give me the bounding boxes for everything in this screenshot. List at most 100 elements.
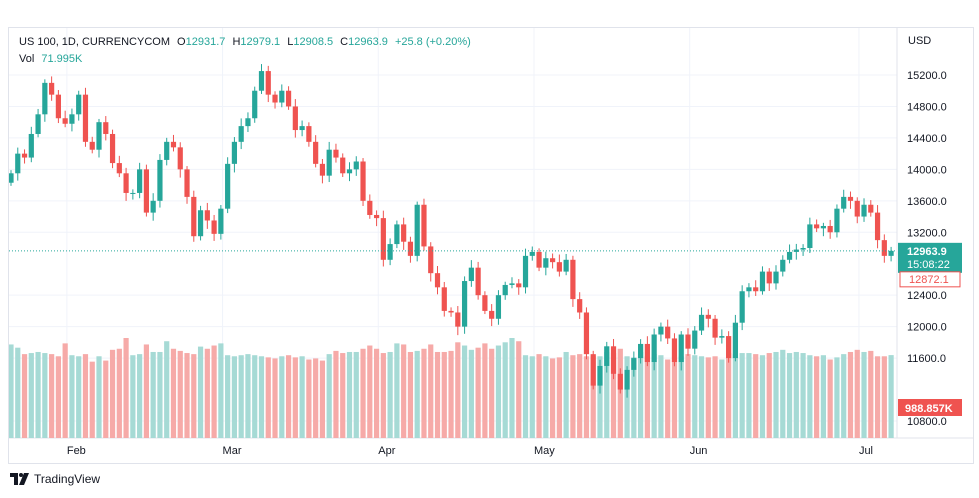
low-value: 12908.5 xyxy=(293,36,334,48)
candle-body xyxy=(164,141,170,160)
volume-legend: Vol 71.995K xyxy=(19,53,86,65)
candle-body xyxy=(475,267,481,296)
volume-bar xyxy=(746,353,752,438)
volume-bar xyxy=(367,345,373,438)
volume-bar xyxy=(441,351,447,438)
candle-body xyxy=(15,153,21,174)
candle-body xyxy=(9,173,14,183)
candle-body xyxy=(604,346,610,366)
candle-body xyxy=(468,267,474,282)
candle-body xyxy=(556,262,562,272)
footer-brand[interactable]: TradingView xyxy=(10,472,100,486)
close-value: 12963.9 xyxy=(348,36,388,48)
volume-bar xyxy=(285,355,292,438)
candle-body xyxy=(326,149,332,176)
y-tick-label: 12400.0 xyxy=(907,290,947,302)
candle-body xyxy=(76,94,82,115)
candle-body xyxy=(550,258,556,263)
x-tick-label: May xyxy=(534,445,555,457)
candle-body xyxy=(807,224,813,248)
candle-body xyxy=(495,295,502,319)
volume-label: Vol xyxy=(19,53,35,65)
candle-body xyxy=(705,314,711,319)
volume-bar xyxy=(448,350,454,438)
candle-body xyxy=(854,200,860,217)
volume-bar xyxy=(279,356,285,438)
candle-body xyxy=(759,271,766,292)
candle-body xyxy=(543,258,549,268)
volume-bar xyxy=(55,356,61,438)
volume-bar xyxy=(550,358,556,438)
volume-bar xyxy=(482,343,488,438)
volume-bar xyxy=(231,356,238,438)
volume-bar xyxy=(881,356,887,438)
candle-body xyxy=(109,133,116,164)
volume-bar xyxy=(170,348,177,438)
high-label: H xyxy=(232,36,241,48)
volume-bar xyxy=(820,355,826,438)
volume-bar xyxy=(529,356,535,438)
last-price-badge xyxy=(898,242,962,273)
candle-body xyxy=(820,225,826,229)
volume-bar xyxy=(401,344,407,438)
candle-body xyxy=(671,338,678,363)
volume-bar xyxy=(793,351,799,438)
candle-body xyxy=(861,204,867,217)
candle-body xyxy=(719,336,725,338)
candle-body xyxy=(800,248,806,250)
y-tick-label: 13600.0 xyxy=(907,196,947,208)
candle-body xyxy=(333,149,339,158)
candle-body xyxy=(489,310,495,319)
candle-body xyxy=(428,246,434,274)
volume-bar xyxy=(522,355,529,438)
volume-bar xyxy=(678,356,684,438)
volume-bar xyxy=(103,360,109,438)
volume-bar xyxy=(299,356,305,438)
candle-body xyxy=(407,241,414,256)
volume-bar xyxy=(692,355,698,438)
candle-body xyxy=(360,161,366,201)
candle-body xyxy=(732,322,738,359)
candle-body xyxy=(685,334,691,349)
volume-bar xyxy=(495,345,502,438)
candle-body xyxy=(373,214,380,219)
volume-bar xyxy=(42,353,48,438)
candle-body xyxy=(617,373,623,390)
volume-bar xyxy=(177,350,183,438)
volume-bar xyxy=(258,356,265,438)
candlestick-chart[interactable]: 15200.0 14800.0 14400.0 14000.0 13600.0 13200… xyxy=(9,28,973,463)
candle-body xyxy=(414,204,420,256)
candle-body xyxy=(252,90,258,119)
volume-bar xyxy=(489,348,495,438)
volume-bar xyxy=(62,343,68,438)
volume-bar xyxy=(827,359,833,438)
volume-bar xyxy=(414,350,420,438)
chart-frame: 15200.0 14800.0 14400.0 14000.0 13600.0 13200… xyxy=(8,27,974,464)
volume-bar xyxy=(638,351,644,438)
candle-body xyxy=(712,318,718,338)
volume-bar xyxy=(502,342,508,438)
volume-bar xyxy=(556,357,562,438)
candle-body xyxy=(726,336,732,359)
candle-body xyxy=(638,343,644,359)
volume-bar xyxy=(197,346,204,438)
volume-bar xyxy=(28,353,34,438)
y-tick-label: 14800.0 xyxy=(907,101,947,113)
candle-body xyxy=(455,312,461,327)
candle-body xyxy=(583,312,590,355)
candle-body xyxy=(137,169,143,193)
candle-body xyxy=(265,71,271,95)
volume-bar xyxy=(604,351,610,438)
volume-bar xyxy=(874,356,881,438)
candle-body xyxy=(82,94,89,142)
volume-bar xyxy=(116,348,122,438)
x-tick-label: Mar xyxy=(223,445,242,457)
volume-bar xyxy=(191,354,197,438)
x-tick-label: Jul xyxy=(859,445,873,457)
candle-body xyxy=(143,169,149,213)
volume-bar xyxy=(76,356,82,438)
volume-bar xyxy=(292,357,298,438)
candle-body xyxy=(746,287,752,292)
candle-body xyxy=(577,299,583,313)
volume-bar xyxy=(137,354,143,438)
